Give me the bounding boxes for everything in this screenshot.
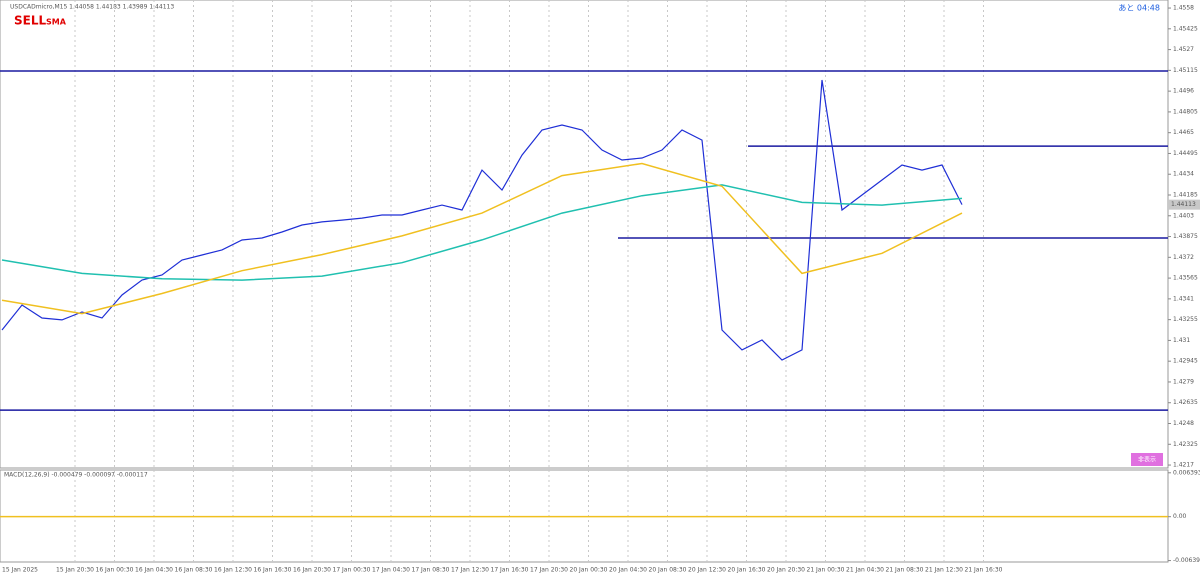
macd-tick-label: -0.006393 [1173,557,1200,564]
y-tick-label: 1.4527 [1173,46,1194,53]
y-tick-label: 1.44185 [1173,192,1198,199]
signal: SELL [14,14,46,28]
y-tick-label: 1.43565 [1173,275,1198,282]
current-price-label: 1.44113 [1171,201,1196,208]
y-tick-label: 1.4558 [1173,5,1194,12]
x-tick-label: 20 Jan 20:30 [767,567,805,574]
y-tick-label: 1.4248 [1173,420,1194,427]
x-tick-label: 21 Jan 16:30 [965,567,1003,574]
y-tick-label: 1.42635 [1173,399,1198,406]
y-tick-label: 1.4217 [1173,462,1194,469]
x-tick-label: 16 Jan 16:30 [254,567,292,574]
y-tick-label: 1.4465 [1173,129,1194,136]
x-tick-label: 20 Jan 12:30 [688,567,726,574]
hide-button-label[interactable]: 非表示 [1138,456,1156,464]
y-tick-label: 1.42945 [1173,358,1198,365]
y-tick-label: 1.431 [1173,337,1190,344]
y-tick-label: 1.43255 [1173,316,1198,323]
y-tick-label: 1.42325 [1173,441,1198,448]
x-tick-label: 15 Jan 20:30 [56,567,94,574]
x-tick-label: 16 Jan 04:30 [135,567,173,574]
y-tick-label: 1.4372 [1173,254,1194,261]
x-tick-label: 17 Jan 20:30 [530,567,568,574]
x-tick-label: 21 Jan 08:30 [886,567,924,574]
y-tick-label: 1.45425 [1173,25,1198,32]
series-line [1,184,963,281]
series-line [1,79,963,361]
x-tick-label: 17 Jan 12:30 [451,567,489,574]
x-tick-label: 20 Jan 04:30 [609,567,647,574]
y-tick-label: 1.4403 [1173,212,1194,219]
macd-tick-label: 0.00 [1173,513,1187,520]
signal-sub: SMA [46,18,67,27]
y-tick-label: 1.4341 [1173,295,1194,302]
macd-tick-label: 0.006393 [1173,469,1200,476]
current-price-box [1168,199,1200,210]
macd-label: MACD(12,26,9) -0.000479 -0.000097 -0.000… [4,472,148,479]
y-tick-label: 1.45115 [1173,67,1198,74]
symbol-header: USDCADmicro,M15 1.44058 1.44183 1.43989 … [10,4,174,11]
x-tick-label: 15 Jan 2025 [2,567,38,574]
x-tick-label: 17 Jan 00:30 [333,567,371,574]
x-tick-label: 20 Jan 16:30 [728,567,766,574]
y-tick-label: 1.4496 [1173,88,1194,95]
y-tick-label: 1.44805 [1173,108,1198,115]
y-tick-label: 1.4279 [1173,378,1194,385]
y-tick-label: 1.43875 [1173,233,1198,240]
hide-button[interactable] [1131,453,1163,466]
x-tick-label: 16 Jan 00:30 [96,567,134,574]
x-tick-label: 17 Jan 08:30 [412,567,450,574]
x-tick-label: 17 Jan 04:30 [372,567,410,574]
y-tick-label: 1.4434 [1173,171,1194,178]
x-tick-label: 21 Jan 00:30 [807,567,845,574]
y-tick-label: 1.44495 [1173,150,1198,157]
bar-timer: あと 04:48 [1118,4,1160,13]
price-panel [0,0,1169,469]
x-tick-label: 16 Jan 12:30 [214,567,252,574]
x-tick-label: 21 Jan 04:30 [846,567,884,574]
x-tick-label: 16 Jan 20:30 [293,567,331,574]
series-line [1,162,963,315]
x-tick-label: 21 Jan 12:30 [925,567,963,574]
x-tick-label: 20 Jan 00:30 [570,567,608,574]
x-tick-label: 20 Jan 08:30 [649,567,687,574]
x-tick-label: 17 Jan 16:30 [491,567,529,574]
x-tick-label: 16 Jan 08:30 [175,567,213,574]
